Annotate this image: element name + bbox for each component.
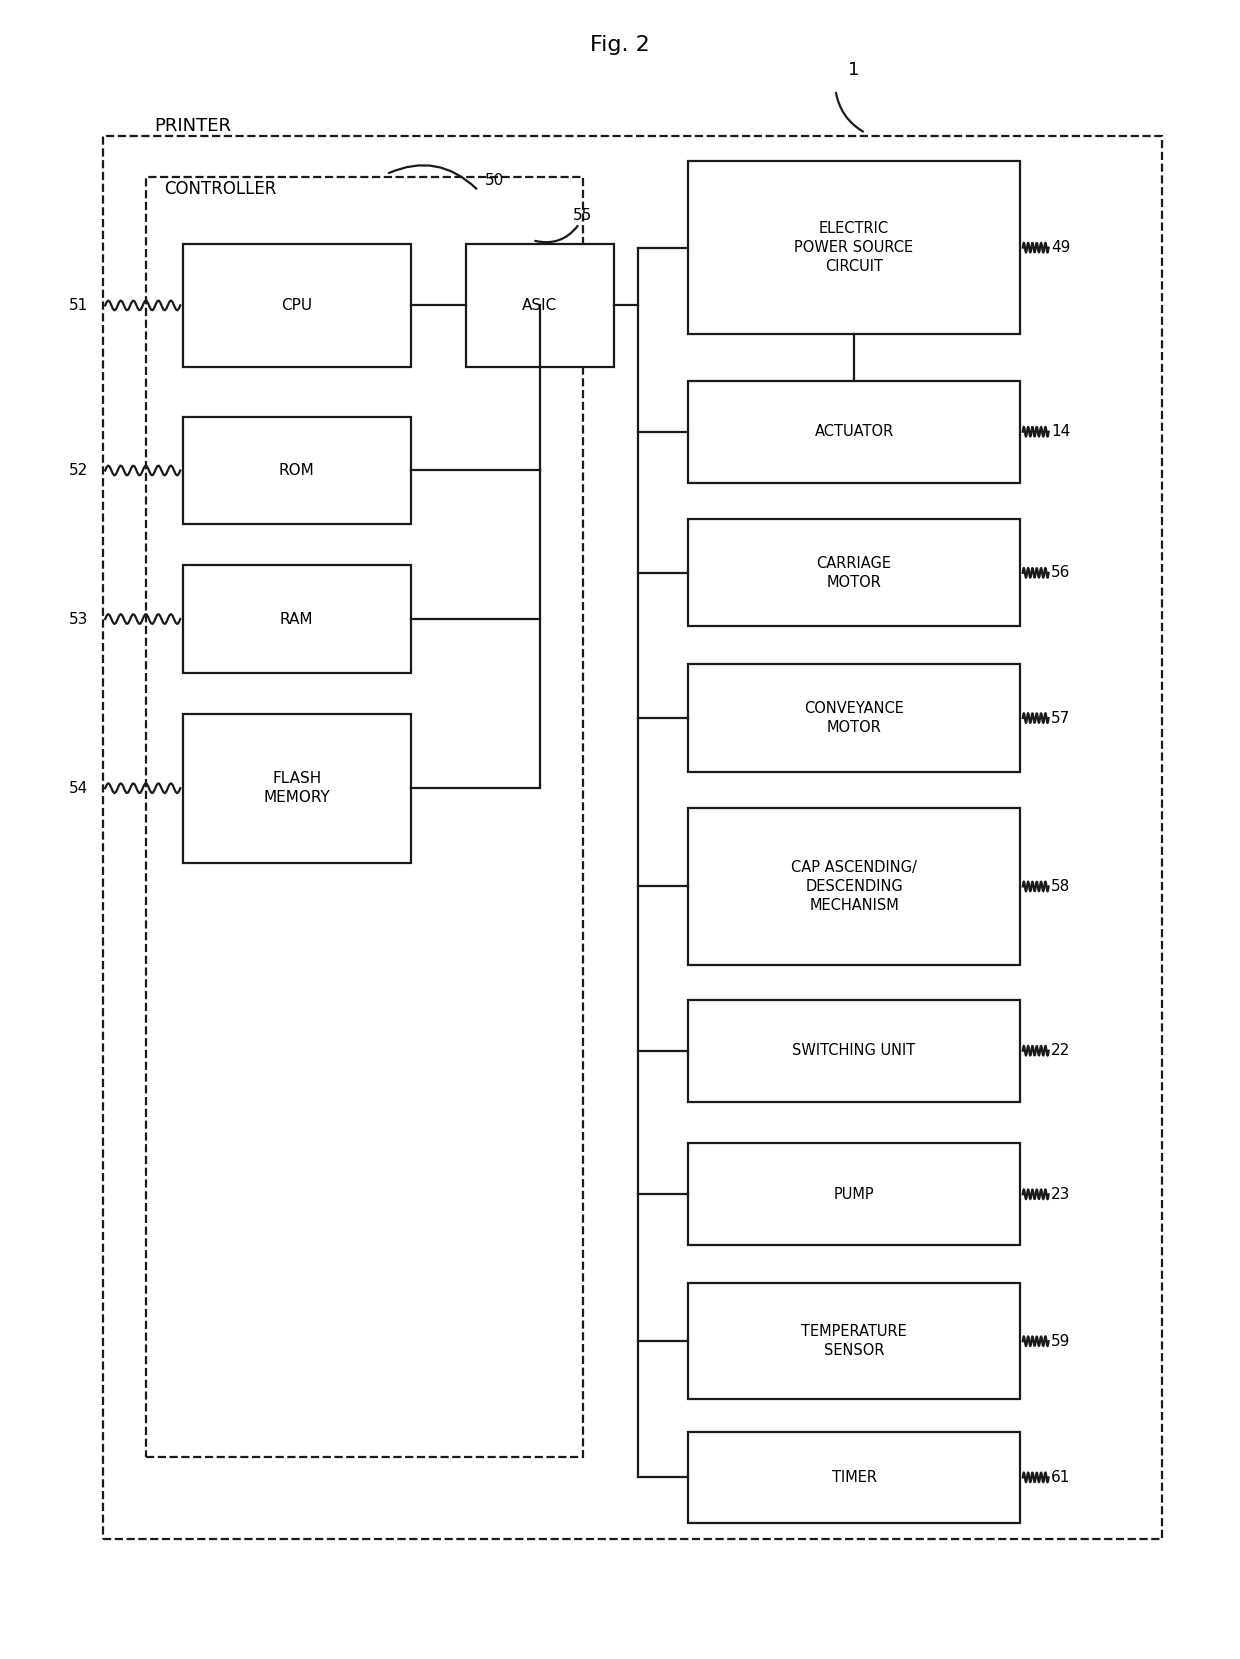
Text: Fig. 2: Fig. 2 <box>590 35 650 55</box>
Text: 50: 50 <box>485 173 503 187</box>
Text: SWITCHING UNIT: SWITCHING UNIT <box>792 1044 915 1058</box>
Text: PRINTER: PRINTER <box>155 118 232 136</box>
Text: CPU: CPU <box>281 299 312 314</box>
Text: PUMP: PUMP <box>833 1186 874 1201</box>
FancyBboxPatch shape <box>182 244 410 367</box>
FancyBboxPatch shape <box>688 380 1021 483</box>
Text: FLASH
MEMORY: FLASH MEMORY <box>263 771 330 805</box>
FancyBboxPatch shape <box>103 136 1162 1540</box>
Text: ROM: ROM <box>279 463 315 478</box>
Text: 58: 58 <box>1052 879 1070 894</box>
FancyBboxPatch shape <box>688 1143 1021 1246</box>
Text: CAP ASCENDING/
DESCENDING
MECHANISM: CAP ASCENDING/ DESCENDING MECHANISM <box>791 859 916 912</box>
Text: 57: 57 <box>1052 710 1070 725</box>
Text: 22: 22 <box>1052 1044 1070 1058</box>
Text: TIMER: TIMER <box>832 1470 877 1485</box>
Text: CONVEYANCE
MOTOR: CONVEYANCE MOTOR <box>804 702 904 735</box>
Text: 55: 55 <box>573 207 593 222</box>
FancyBboxPatch shape <box>182 566 410 672</box>
Text: 1: 1 <box>848 61 859 80</box>
Text: CONTROLLER: CONTROLLER <box>164 181 277 197</box>
Text: 14: 14 <box>1052 425 1070 440</box>
Text: 49: 49 <box>1052 241 1070 255</box>
FancyBboxPatch shape <box>688 519 1021 627</box>
Text: 52: 52 <box>68 463 88 478</box>
FancyBboxPatch shape <box>182 416 410 524</box>
Text: 23: 23 <box>1052 1186 1070 1201</box>
Text: 59: 59 <box>1052 1334 1070 1349</box>
Text: ELECTRIC
POWER SOURCE
CIRCUIT: ELECTRIC POWER SOURCE CIRCUIT <box>795 221 914 274</box>
Text: ASIC: ASIC <box>522 299 558 314</box>
FancyBboxPatch shape <box>688 808 1021 966</box>
FancyBboxPatch shape <box>688 1432 1021 1523</box>
Text: 51: 51 <box>68 299 88 314</box>
Text: RAM: RAM <box>280 612 314 627</box>
FancyBboxPatch shape <box>182 713 410 863</box>
FancyBboxPatch shape <box>688 161 1021 335</box>
FancyBboxPatch shape <box>688 1284 1021 1399</box>
Text: TEMPERATURE
SENSOR: TEMPERATURE SENSOR <box>801 1324 906 1359</box>
Text: 54: 54 <box>68 781 88 796</box>
Text: 61: 61 <box>1052 1470 1070 1485</box>
Text: 53: 53 <box>68 612 88 627</box>
FancyBboxPatch shape <box>146 178 583 1457</box>
FancyBboxPatch shape <box>688 665 1021 771</box>
Text: 56: 56 <box>1052 566 1070 581</box>
Text: CARRIAGE
MOTOR: CARRIAGE MOTOR <box>816 556 892 591</box>
FancyBboxPatch shape <box>466 244 614 367</box>
Text: ACTUATOR: ACTUATOR <box>815 425 894 440</box>
FancyBboxPatch shape <box>688 999 1021 1102</box>
